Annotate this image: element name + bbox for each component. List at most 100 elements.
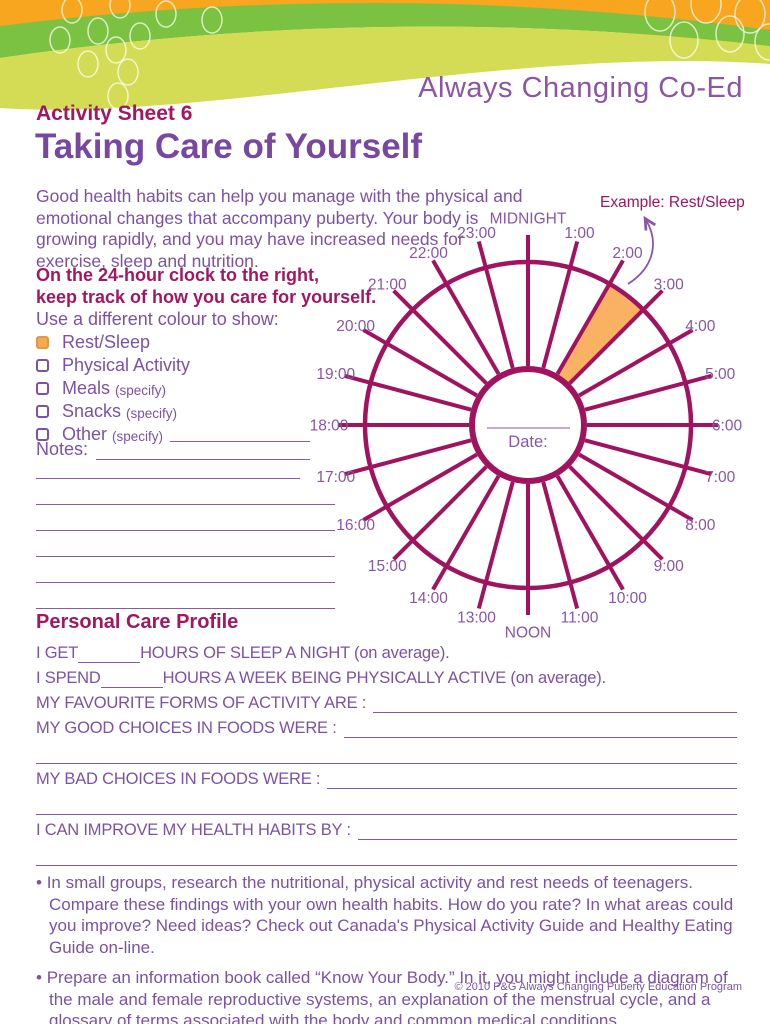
clock-hour-label: 15:00 xyxy=(368,558,407,575)
clock-hour-label: NOON xyxy=(505,624,552,641)
clock-spoke xyxy=(476,481,515,610)
notes-field-line[interactable] xyxy=(36,557,335,583)
checkbox-other[interactable] xyxy=(36,428,49,441)
example-arrow xyxy=(627,215,656,285)
clock-spoke xyxy=(541,240,580,369)
legend-item-note: (specify) xyxy=(115,382,167,398)
brand-title: Always Changing Co-Ed xyxy=(418,72,743,104)
clock-spoke xyxy=(392,465,488,561)
clock-hour-label: 9:00 xyxy=(654,558,685,575)
profile-text: I SPEND xyxy=(36,669,101,687)
header-light-green-band xyxy=(0,26,770,110)
checkbox-rest-sleep[interactable] xyxy=(36,336,49,349)
checkbox-meals[interactable] xyxy=(36,382,49,395)
copyright-notice: © 2010 P&G Always Changing Puberty Educa… xyxy=(454,981,742,993)
profile-text: HOURS A WEEK BEING PHYSICALLY ACTIVE (on… xyxy=(162,669,607,687)
notes-field-line[interactable] xyxy=(36,531,335,557)
profile-text: I GET xyxy=(36,644,79,662)
bad-foods-field-line2[interactable] xyxy=(36,789,737,815)
clock-hour-label: 7:00 xyxy=(705,469,736,486)
sleep-hours-field[interactable] xyxy=(78,662,141,663)
clock-spoke xyxy=(431,475,501,591)
clock-spoke xyxy=(362,328,478,398)
favourite-activity-field[interactable] xyxy=(373,712,737,713)
notes-field-line[interactable] xyxy=(96,439,310,460)
clock-spoke xyxy=(476,240,515,369)
clock-hour-label: 6:00 xyxy=(712,417,743,434)
notes-field-line[interactable] xyxy=(36,479,335,505)
notes-field-line[interactable] xyxy=(36,453,300,479)
instruction-line: On the 24-hour clock to the right, xyxy=(36,265,320,285)
bad-foods-field[interactable] xyxy=(327,788,737,789)
legend-intro: Use a different colour to show: xyxy=(36,309,279,329)
personal-care-profile: Personal Care Profile I GET HOURS OF SLE… xyxy=(36,611,737,866)
clock-hour-label: 21:00 xyxy=(368,277,407,294)
notes-label: Notes: xyxy=(36,439,89,459)
intro-line: emotional changes that accompany puberty… xyxy=(36,207,479,228)
clock-hour-label: 11:00 xyxy=(561,610,599,627)
clock-hour-label: 17:00 xyxy=(316,469,355,486)
good-foods-field-line2[interactable] xyxy=(36,738,737,764)
legend-item-other[interactable]: Other (specify) xyxy=(36,423,311,446)
profile-row-active: I SPEND HOURS A WEEK BEING PHYSICALLY AC… xyxy=(36,663,737,688)
profile-row-good-foods: MY GOOD CHOICES IN FOODS WERE : xyxy=(36,713,737,738)
activity-bullet: In small groups, research the nutritiona… xyxy=(36,872,738,958)
clock-spoke xyxy=(584,438,713,477)
profile-text: MY FAVOURITE FORMS OF ACTIVITY ARE : xyxy=(36,694,367,712)
legend-item-rest-sleep[interactable]: Rest/Sleep xyxy=(36,331,310,354)
bubble-pattern xyxy=(49,0,770,110)
clock-hour-label: 23:00 xyxy=(457,225,496,242)
intro-line: Good health habits can help you manage w… xyxy=(36,186,523,206)
checkbox-physical-activity[interactable] xyxy=(36,359,49,372)
clock-spoke xyxy=(568,289,664,385)
profile-row-sleep: I GET HOURS OF SLEEP A NIGHT (on average… xyxy=(36,638,737,663)
notes-field-line[interactable] xyxy=(36,505,335,531)
header-green-band xyxy=(0,2,770,59)
profile-text: HOURS OF SLEEP A NIGHT (on average). xyxy=(140,644,450,662)
improve-habits-field[interactable] xyxy=(357,839,737,840)
clock-spoke xyxy=(392,289,488,385)
clock-hour-label: 2:00 xyxy=(612,245,643,262)
legend-item-label: Snacks xyxy=(62,401,122,421)
legend-item-label: Other xyxy=(62,424,108,444)
clock-hour-label: 5:00 xyxy=(705,366,736,383)
clock-hour-label: 3:00 xyxy=(654,277,685,294)
notes-blank-lines xyxy=(36,453,335,609)
clock-hour-label: 18:00 xyxy=(310,417,349,434)
intro-paragraph: Good health habits can help you manage w… xyxy=(36,186,522,272)
clock-instruction: On the 24-hour clock to the right, keep … xyxy=(36,264,376,308)
clock-spoke xyxy=(362,452,478,522)
legend-item-meals[interactable]: Meals (specify) xyxy=(36,377,310,400)
legend-item-note: (specify) xyxy=(112,428,164,444)
active-hours-field[interactable] xyxy=(100,687,163,688)
legend-item-snacks[interactable]: Snacks (specify) xyxy=(36,400,310,423)
good-foods-field[interactable] xyxy=(343,737,737,738)
clock-hour-label: MIDNIGHT xyxy=(490,210,567,227)
colour-legend-checklist: Rest/Sleep Physical Activity Meals (spec… xyxy=(36,331,311,446)
clock-spoke xyxy=(578,328,694,398)
sheet-number-label: Activity Sheet 6 xyxy=(36,102,193,125)
checkbox-snacks[interactable] xyxy=(36,405,49,418)
clock-spoke xyxy=(584,373,713,412)
other-specify-field[interactable] xyxy=(170,428,311,442)
example-highlight-wedge xyxy=(557,283,644,384)
notes-field-line[interactable] xyxy=(36,583,335,609)
legend-item-label: Rest/Sleep xyxy=(62,332,151,352)
profile-text: I CAN IMPROVE MY HEALTH HABITS BY : xyxy=(36,821,351,839)
clock-spoke xyxy=(343,438,472,477)
clock-spoke xyxy=(555,259,625,375)
legend-item-physical-activity[interactable]: Physical Activity xyxy=(36,354,310,377)
intro-line: exercise, sleep and nutrition. xyxy=(36,250,259,271)
intro-line: growing rapidly, and you may have increa… xyxy=(36,229,464,249)
clock-spoke xyxy=(568,465,664,561)
profile-heading: Personal Care Profile xyxy=(36,611,239,633)
profile-row-improve: I CAN IMPROVE MY HEALTH HABITS BY : xyxy=(36,815,737,840)
clock-hour-label: 8:00 xyxy=(685,517,716,534)
clock-hour-label: 19:00 xyxy=(316,366,355,383)
improve-habits-field-line2[interactable] xyxy=(36,840,737,866)
clock-spoke xyxy=(431,259,501,375)
clock-hour-label: 13:00 xyxy=(457,610,496,627)
activity-bullet: Prepare an information book called “Know… xyxy=(36,967,738,1024)
